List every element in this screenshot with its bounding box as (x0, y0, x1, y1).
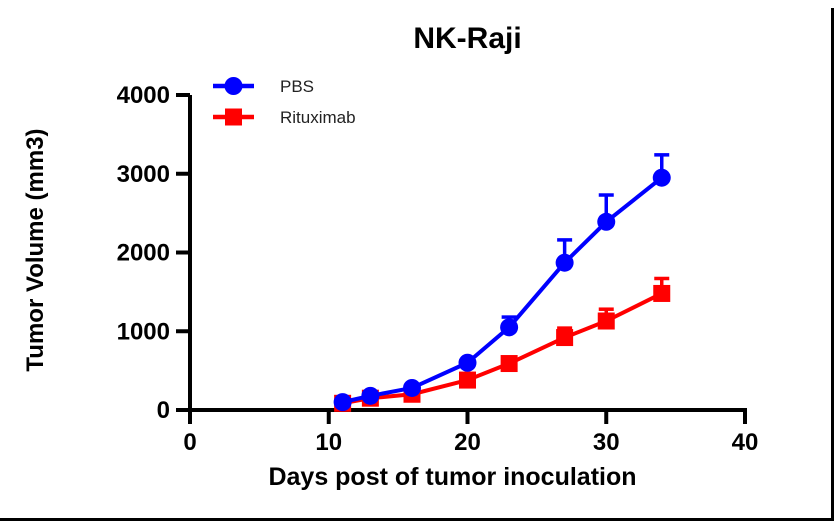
data-point-pbs (652, 168, 671, 187)
data-point-pbs (555, 253, 574, 272)
data-point-pbs (333, 393, 352, 412)
data-point-pbs (458, 353, 477, 372)
legend-item-rituximab: Rituximab (213, 108, 356, 127)
data-point-rituximab (653, 284, 671, 302)
frame-border-right (831, 8, 834, 521)
legend-marker-rituximab (225, 108, 242, 126)
y-tick-label: 0 (157, 397, 170, 424)
x-tick-label: 30 (593, 429, 620, 456)
legend-item-pbs: PBS (213, 77, 314, 96)
data-point-pbs (597, 212, 616, 231)
y-tick-label: 4000 (117, 82, 170, 109)
data-point-pbs (361, 386, 380, 405)
data-point-pbs (403, 378, 421, 397)
x-tick-label: 10 (315, 429, 342, 456)
x-axis-label: Days post of tumor inoculation (268, 463, 637, 491)
x-tick-label: 0 (183, 429, 196, 456)
data-point-rituximab (500, 355, 518, 373)
series-line-rituximab (340, 291, 664, 406)
data-point-rituximab (556, 329, 574, 347)
legend-label-rituximab: Rituximab (280, 108, 356, 127)
chart-title: NK-Raji (413, 22, 522, 55)
data-point-rituximab (597, 312, 615, 330)
legend-marker-pbs (224, 77, 243, 95)
series-pbs (333, 153, 671, 412)
data-point-rituximab (459, 371, 476, 389)
y-tick-label: 2000 (117, 240, 170, 267)
y-tick-label: 1000 (117, 318, 170, 345)
x-tick-label: 40 (732, 429, 759, 456)
y-tick-label: 3000 (117, 161, 170, 188)
legend-label-pbs: PBS (280, 77, 314, 96)
frame-border-bottom (0, 518, 834, 521)
data-point-pbs (500, 318, 519, 337)
x-tick-label: 20 (454, 429, 481, 456)
